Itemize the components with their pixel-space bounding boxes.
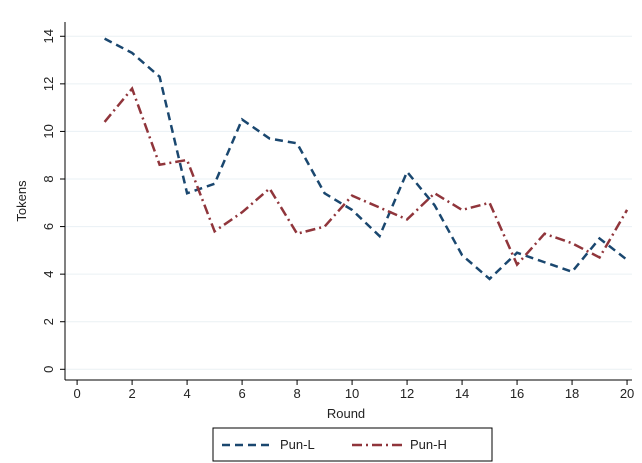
y-axis-title: Tokens	[14, 180, 29, 222]
x-tick-label: 4	[183, 386, 190, 401]
x-tick-label: 14	[455, 386, 469, 401]
x-tick-label: 8	[293, 386, 300, 401]
x-tick-label: 2	[128, 386, 135, 401]
y-tick-label: 4	[41, 271, 56, 278]
legend-label: Pun-H	[410, 437, 447, 452]
series-line	[103, 86, 629, 267]
legend-label: Pun-L	[280, 437, 315, 452]
legend: Pun-L Pun-H	[212, 427, 493, 462]
y-tick-label: 0	[41, 366, 56, 373]
y-tick-label: 2	[41, 318, 56, 325]
x-tick-label: 18	[565, 386, 579, 401]
x-tick-label: 20	[620, 386, 634, 401]
x-axis-title: Round	[327, 406, 365, 421]
series-line	[104, 37, 628, 281]
y-tick-label: 14	[41, 29, 56, 43]
x-tick-label: 6	[238, 386, 245, 401]
y-tick-label: 10	[41, 124, 56, 138]
y-tick-label: 8	[41, 175, 56, 182]
x-tick-label: 12	[400, 386, 414, 401]
y-tick-label: 12	[41, 77, 56, 91]
x-tick-label: 10	[345, 386, 359, 401]
y-tick-label: 6	[41, 223, 56, 230]
x-tick-label: 0	[73, 386, 80, 401]
x-tick-label: 16	[510, 386, 524, 401]
